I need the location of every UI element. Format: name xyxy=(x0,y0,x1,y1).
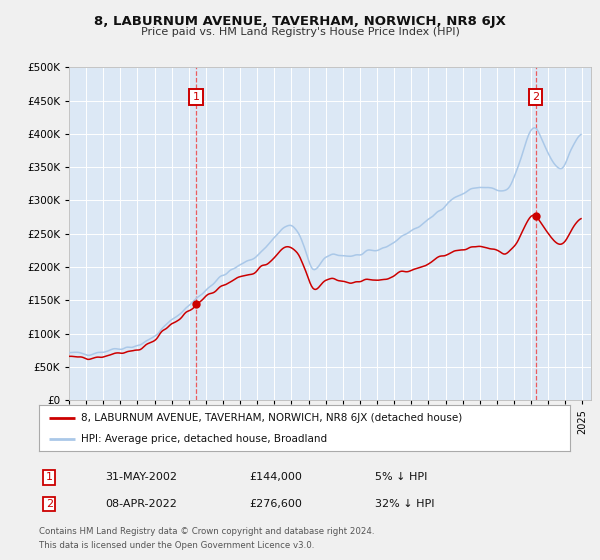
Text: £144,000: £144,000 xyxy=(249,472,302,482)
Text: Price paid vs. HM Land Registry's House Price Index (HPI): Price paid vs. HM Land Registry's House … xyxy=(140,27,460,37)
Text: 1: 1 xyxy=(46,472,53,482)
Text: 2: 2 xyxy=(46,499,53,509)
Text: £276,600: £276,600 xyxy=(249,499,302,509)
Text: 32% ↓ HPI: 32% ↓ HPI xyxy=(375,499,434,509)
Text: This data is licensed under the Open Government Licence v3.0.: This data is licensed under the Open Gov… xyxy=(39,541,314,550)
Text: HPI: Average price, detached house, Broadland: HPI: Average price, detached house, Broa… xyxy=(82,435,328,444)
Text: 1: 1 xyxy=(193,92,199,102)
Text: 08-APR-2022: 08-APR-2022 xyxy=(105,499,177,509)
Text: Contains HM Land Registry data © Crown copyright and database right 2024.: Contains HM Land Registry data © Crown c… xyxy=(39,528,374,536)
Text: 8, LABURNUM AVENUE, TAVERHAM, NORWICH, NR8 6JX: 8, LABURNUM AVENUE, TAVERHAM, NORWICH, N… xyxy=(94,15,506,28)
Text: 31-MAY-2002: 31-MAY-2002 xyxy=(105,472,177,482)
Text: 2: 2 xyxy=(532,92,539,102)
Text: 5% ↓ HPI: 5% ↓ HPI xyxy=(375,472,427,482)
Text: 8, LABURNUM AVENUE, TAVERHAM, NORWICH, NR8 6JX (detached house): 8, LABURNUM AVENUE, TAVERHAM, NORWICH, N… xyxy=(82,413,463,423)
